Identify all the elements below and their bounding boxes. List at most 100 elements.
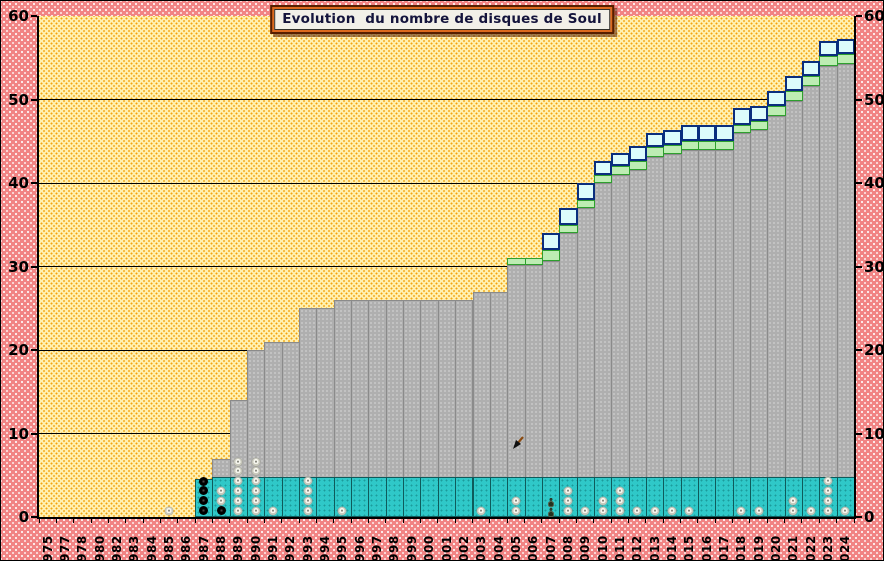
x-tick-7 bbox=[159, 519, 161, 523]
bar-gray-2021 bbox=[784, 101, 803, 517]
segment-green-2010 bbox=[593, 174, 613, 183]
y-tick-left-30 bbox=[31, 265, 37, 268]
segment-green-2024 bbox=[836, 53, 855, 64]
x-tick-23 bbox=[437, 519, 439, 523]
white-ring-marker-2013 bbox=[650, 506, 659, 515]
x-tick-44 bbox=[801, 519, 803, 523]
segment-cyan-2015 bbox=[680, 124, 699, 142]
band-teal-2019 bbox=[749, 476, 769, 517]
white-ring-marker-2005 bbox=[511, 506, 520, 515]
segment-cyan-2010 bbox=[593, 161, 613, 175]
x-tick-28 bbox=[524, 519, 526, 523]
white-ring-marker-1990 bbox=[251, 496, 260, 505]
x-axis-label-1982: 1982 bbox=[110, 535, 125, 561]
black-ring-marker-1987 bbox=[199, 486, 209, 496]
y-tick-left-50 bbox=[31, 98, 37, 101]
white-ring-marker-2014 bbox=[667, 506, 676, 515]
x-tick-26 bbox=[489, 519, 491, 523]
white-ring-marker-2010 bbox=[598, 496, 607, 505]
band-teal-2003 bbox=[472, 476, 491, 517]
x-axis-label-1994: 1994 bbox=[318, 535, 333, 561]
white-ring-marker-2023 bbox=[823, 486, 832, 495]
y-tick-right-50 bbox=[856, 98, 862, 101]
x-axis-label-1998: 1998 bbox=[387, 535, 402, 561]
x-tick-40 bbox=[732, 519, 734, 523]
white-ring-marker-2003 bbox=[477, 506, 486, 515]
band-teal-2022 bbox=[801, 476, 821, 517]
plot-area bbox=[39, 16, 855, 518]
x-tick-16 bbox=[315, 519, 317, 523]
y-axis-label-left-0: 0 bbox=[18, 508, 29, 526]
x-tick-20 bbox=[385, 519, 387, 523]
white-ring-marker-2021 bbox=[789, 506, 798, 515]
x-axis-label-1977: 1977 bbox=[58, 535, 72, 561]
bar-gray-2022 bbox=[801, 86, 821, 517]
white-ring-marker-1989 bbox=[234, 506, 243, 515]
segment-cyan-2012 bbox=[628, 146, 647, 162]
x-tick-22 bbox=[419, 519, 421, 523]
black-ring-marker-1987 bbox=[199, 496, 209, 506]
x-axis-label-2003: 2003 bbox=[474, 535, 489, 561]
segment-green-2019 bbox=[749, 121, 769, 130]
bar-gray-2003 bbox=[472, 291, 491, 517]
x-tick-9 bbox=[194, 519, 196, 523]
x-tick-8 bbox=[177, 519, 179, 523]
x-tick-46 bbox=[836, 519, 838, 523]
x-axis-label-2018: 2018 bbox=[734, 535, 749, 561]
bar-gray-2024 bbox=[836, 63, 855, 517]
black-ring-marker-1987 bbox=[199, 506, 209, 515]
y-axis-label-right-40: 40 bbox=[864, 174, 884, 192]
x-axis-label-1999: 1999 bbox=[404, 535, 419, 561]
white-ring-marker-1990 bbox=[251, 506, 260, 515]
x-axis-label-2000: 2000 bbox=[422, 535, 437, 561]
chart-title-box: Evolution du nombre de disques de Soul bbox=[270, 5, 614, 34]
bar-gray-1995 bbox=[333, 299, 353, 517]
band-teal-1998 bbox=[385, 476, 405, 517]
bar-gray-2002 bbox=[455, 299, 474, 517]
x-tick-39 bbox=[714, 519, 716, 523]
y-tick-right-10 bbox=[856, 432, 862, 435]
y-tick-left-60 bbox=[31, 15, 37, 17]
y-tick-left-40 bbox=[31, 182, 37, 184]
x-axis-label-1986: 1986 bbox=[179, 535, 194, 561]
x-tick-14 bbox=[281, 519, 283, 523]
x-axis-label-1997: 1997 bbox=[370, 535, 385, 561]
x-tick-30 bbox=[558, 519, 560, 523]
y-axis-label-right-0: 0 bbox=[864, 508, 875, 526]
segment-green-2009 bbox=[576, 199, 595, 209]
white-ring-marker-2019 bbox=[754, 506, 763, 515]
white-ring-marker-1990 bbox=[251, 467, 260, 476]
y-tick-right-0 bbox=[856, 516, 862, 518]
x-tick-13 bbox=[263, 519, 265, 523]
band-teal-2009 bbox=[576, 476, 595, 517]
white-ring-marker-1990 bbox=[251, 477, 260, 486]
white-ring-marker-2024 bbox=[841, 506, 850, 515]
segment-green-2016 bbox=[697, 141, 717, 151]
y-tick-left-0 bbox=[31, 516, 37, 518]
y-tick-right-40 bbox=[856, 182, 862, 184]
white-ring-marker-2011 bbox=[615, 506, 624, 515]
x-tick-33 bbox=[610, 519, 612, 523]
segment-green-2006 bbox=[524, 258, 543, 265]
bar-gray-1990 bbox=[247, 350, 266, 517]
x-axis-label-2008: 2008 bbox=[560, 535, 575, 561]
x-axis-label-1987: 1987 bbox=[196, 535, 211, 561]
x-tick-29 bbox=[541, 519, 543, 523]
segment-cyan-2014 bbox=[663, 129, 682, 145]
x-tick-35 bbox=[645, 519, 647, 523]
bar-gray-2000 bbox=[420, 299, 439, 517]
segment-green-2018 bbox=[732, 124, 751, 133]
x-axis-label-2012: 2012 bbox=[630, 535, 645, 561]
x-tick-31 bbox=[576, 519, 578, 523]
gridline-40 bbox=[39, 182, 854, 184]
x-axis-line bbox=[37, 517, 856, 519]
band-teal-1999 bbox=[403, 476, 422, 517]
bar-gray-2023 bbox=[819, 66, 838, 517]
x-tick-10 bbox=[211, 519, 213, 523]
segment-cyan-2013 bbox=[645, 132, 665, 148]
x-tick-47 bbox=[853, 519, 855, 523]
black-ring-marker-1987 bbox=[199, 476, 209, 486]
white-ring-marker-2023 bbox=[823, 477, 832, 486]
segment-green-2014 bbox=[663, 144, 682, 154]
